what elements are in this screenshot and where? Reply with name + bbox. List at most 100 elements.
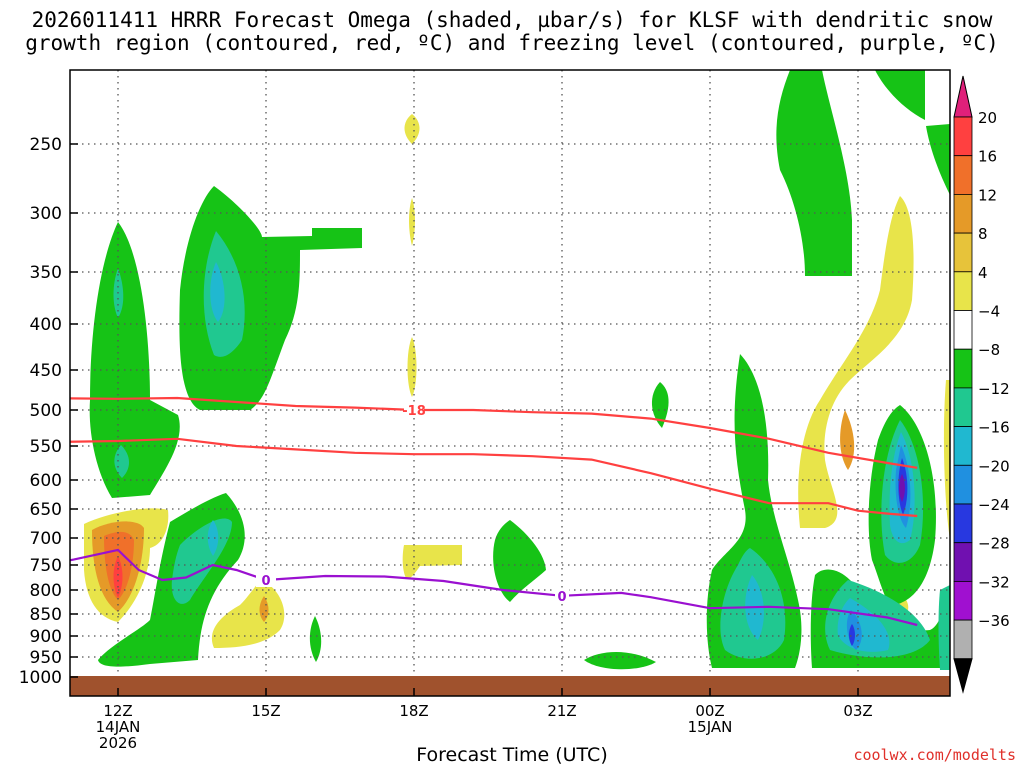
colorbar-swatch: [953, 581, 973, 621]
colorbar-label: 4: [978, 264, 988, 282]
omega-ascent-region: [926, 124, 950, 195]
contour-labels: -18 0 0: [256, 403, 569, 605]
colorbar-swatch: [953, 619, 973, 660]
temperature-contours: [70, 396, 918, 627]
colorbar-swatch: [953, 116, 973, 157]
contour-line--12: [70, 437, 918, 518]
colorbar-label: −24: [978, 496, 1010, 514]
omega-ascent-region: [849, 624, 855, 646]
omega-descent-region: [798, 196, 914, 528]
x-tick-label: 15Z: [251, 702, 280, 720]
y-axis: 2503003504004505005506006507007508008509…: [19, 135, 78, 688]
contour-line-0: [70, 548, 918, 627]
contour-label: -18: [402, 404, 426, 419]
omega-descent-region: [840, 410, 855, 470]
y-tick-label: 450: [30, 361, 62, 381]
omega-descent-region: [409, 198, 415, 246]
omega-descent-region: [113, 556, 123, 598]
x-tick-label: 2026: [99, 734, 137, 752]
y-tick-label: 250: [30, 135, 62, 155]
y-tick-label: 500: [30, 401, 62, 421]
colorbar-swatch: [953, 426, 973, 466]
grid-lines: [70, 70, 950, 696]
omega-ascent-region: [114, 445, 130, 478]
colorbar-swatch: [953, 387, 973, 427]
x-axis-title: Forecast Time (UTC): [416, 744, 608, 766]
colorbar-label: 12: [978, 186, 997, 204]
colorbar-label: −36: [978, 612, 1010, 630]
omega-ascent-region: [309, 616, 322, 662]
omega-descent-region: [943, 380, 950, 540]
omega-descent-region: [259, 596, 269, 622]
chart-title-line-2: growth region (contoured, red, ºC) and f…: [25, 31, 999, 55]
colorbar-label: 20: [978, 109, 997, 127]
y-tick-label: 600: [30, 471, 62, 491]
colorbar-swatch: [953, 503, 973, 544]
omega-descent-region: [404, 114, 420, 144]
x-tick-label: 14JAN: [96, 718, 141, 736]
colorbar-label: −28: [978, 535, 1010, 553]
y-tick-label: 950: [30, 648, 62, 668]
colorbar-under-arrow: [953, 658, 973, 694]
colorbar-swatch: [953, 232, 973, 273]
omega-ascent-region: [89, 222, 180, 498]
colorbar-swatch: [953, 348, 973, 389]
y-tick-label: 550: [30, 437, 62, 457]
omega-descent-region: [402, 545, 462, 579]
x-tick-label: 00Z: [695, 702, 724, 720]
colorbar-label: 8: [978, 225, 988, 243]
x-tick-label: 03Z: [843, 702, 872, 720]
colorbar-label: −16: [978, 419, 1010, 437]
colorbar-swatch: [953, 193, 973, 234]
contour-label-bg: [256, 573, 276, 587]
y-tick-label: 800: [30, 581, 62, 601]
colorbar-over-arrow: [953, 75, 973, 118]
y-tick-label: 750: [30, 556, 62, 576]
y-tick-label: 650: [30, 500, 62, 520]
colorbar-swatch: [953, 310, 973, 350]
omega-descent-region: [211, 580, 285, 648]
x-tick-label: 18Z: [399, 702, 428, 720]
colorbar-label: −20: [978, 457, 1010, 475]
x-tick-label: 15JAN: [688, 718, 733, 736]
omega-ascent-region: [493, 520, 546, 602]
x-tick-label: 12Z: [103, 702, 132, 720]
colorbar-swatch: [953, 464, 973, 505]
omega-ascent-region: [938, 585, 950, 670]
omega-ascent-region: [875, 70, 925, 120]
contour-label: 0: [261, 574, 270, 589]
y-tick-label: 350: [30, 263, 62, 283]
omega-ascent-region: [651, 382, 669, 428]
colorbar-swatch: [953, 155, 973, 195]
omega-shading: [84, 70, 950, 670]
contour-line--18: [70, 396, 918, 469]
plot-frame: [69, 69, 951, 697]
y-tick-label: 400: [30, 315, 62, 335]
colorbar-swatch: [953, 271, 973, 311]
omega-ascent-region: [207, 520, 219, 556]
credit-link[interactable]: coolwx.com/modelts: [853, 746, 1016, 764]
y-tick-label: 300: [30, 204, 62, 224]
y-tick-label: 900: [30, 627, 62, 647]
chart-title-line-1: 2026011411 HRRR Forecast Omega (shaded, …: [31, 8, 993, 32]
colorbar: 20 16 12 8 4 −4 −8 −12 −16 −20 −24 −28 −32 −36: [953, 75, 1010, 694]
omega-ascent-region: [584, 652, 656, 670]
colorbar-label: −4: [978, 303, 1000, 321]
omega-descent-region: [407, 337, 417, 397]
contour-label: 0: [557, 590, 566, 605]
contour-label-bg: [555, 588, 569, 603]
omega-ascent-region: [776, 70, 852, 276]
y-tick-label: 700: [30, 529, 62, 549]
colorbar-label: 16: [978, 148, 997, 166]
colorbar-swatch: [953, 542, 973, 582]
colorbar-label: −8: [978, 341, 1000, 359]
colorbar-label: −12: [978, 380, 1010, 398]
contour-label-bg: [404, 403, 424, 417]
omega-ascent-region: [210, 262, 225, 322]
terrain-ground: [70, 676, 950, 696]
colorbar-label: −32: [978, 573, 1010, 591]
x-tick-label: 21Z: [547, 702, 576, 720]
y-tick-label: 1000: [19, 668, 62, 688]
